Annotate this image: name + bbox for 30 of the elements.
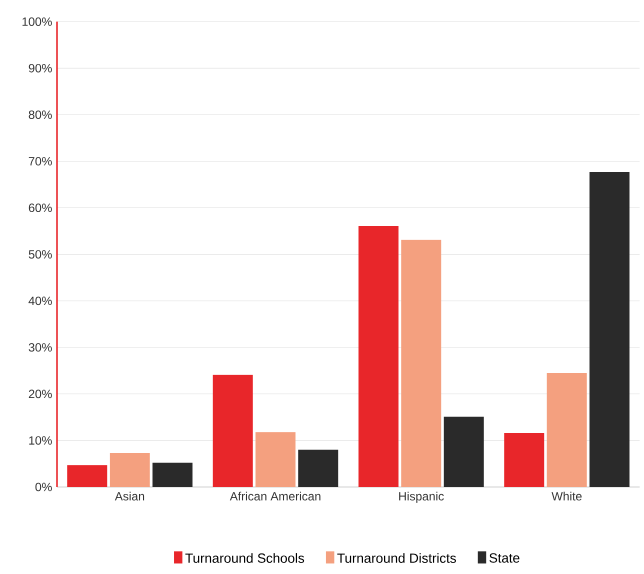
y-tick-label: 100% <box>22 17 52 26</box>
y-tick-label: 0% <box>35 482 52 492</box>
x-tick-label: White <box>552 492 582 501</box>
x-tick-label: Asian <box>114 492 144 501</box>
y-tick-label: 20% <box>28 390 52 398</box>
bar <box>110 453 150 487</box>
bar <box>67 465 108 487</box>
legend-label: State <box>489 553 520 563</box>
bar <box>152 462 192 487</box>
y-tick-label: 60% <box>28 204 52 212</box>
bar <box>444 416 484 487</box>
bar <box>298 450 338 487</box>
bar <box>590 172 630 487</box>
legend-label: Turnaround Districts <box>337 553 456 563</box>
bar <box>546 372 587 487</box>
x-tick-label: African American <box>230 492 320 501</box>
x-tick-label: Hispanic <box>399 492 444 503</box>
bar <box>358 226 398 487</box>
bar <box>504 433 544 487</box>
y-tick-label: 30% <box>28 343 52 352</box>
y-tick-label: 70% <box>28 157 52 166</box>
bar <box>256 432 296 487</box>
y-tick-label: 40% <box>28 296 52 306</box>
y-tick-label: 10% <box>29 436 52 445</box>
legend-label: Turnaround Schools <box>185 553 304 563</box>
bar <box>212 374 253 487</box>
y-tick-label: 50% <box>28 250 52 259</box>
y-tick-label: 80% <box>28 110 52 119</box>
y-tick-label: 90% <box>28 64 52 72</box>
bar <box>401 240 442 487</box>
